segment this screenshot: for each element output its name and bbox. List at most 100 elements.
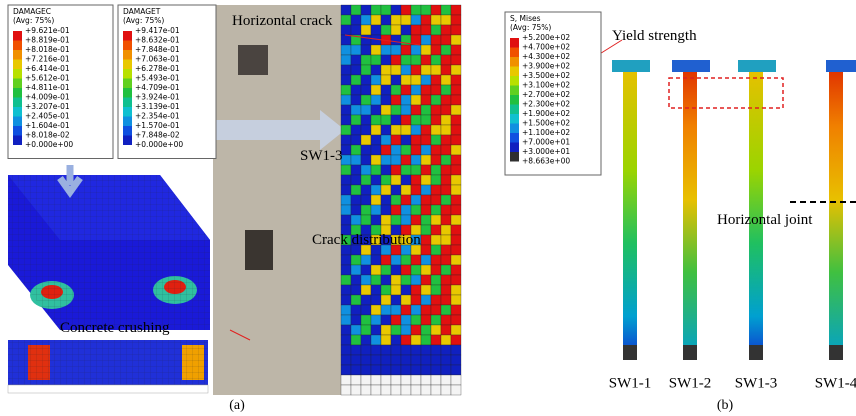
mesh-cell (371, 355, 381, 365)
legend-label: +7.000e+01 (522, 138, 570, 147)
mesh-cell (431, 345, 441, 355)
mesh-cell (401, 355, 411, 365)
mesh-cell (351, 55, 361, 65)
mesh-cell (361, 45, 371, 55)
fe-mesh (341, 5, 461, 395)
mesh-cell (421, 105, 431, 115)
mesh-cell (381, 65, 391, 75)
mesh-cell (351, 285, 361, 295)
mesh-cell (401, 145, 411, 155)
mesh-cell (451, 285, 461, 295)
legend-label: +4.709e-01 (135, 83, 180, 92)
legend-swatch (13, 60, 22, 70)
legend-swatch (510, 152, 519, 162)
mesh-cell (391, 365, 401, 375)
legend-label: +8.819e-01 (25, 36, 70, 45)
legend-label: +9.621e-01 (25, 26, 70, 35)
mesh-cell (431, 365, 441, 375)
mesh-cell (441, 95, 451, 105)
mesh-cell (431, 355, 441, 365)
mesh-cell (451, 255, 461, 265)
mesh-cell (381, 345, 391, 355)
legend-swatch (510, 48, 519, 58)
mesh-cell (451, 75, 461, 85)
legend-label: +7.848e-01 (135, 45, 180, 54)
mesh-cell (361, 355, 371, 365)
mesh-cell (341, 125, 351, 135)
mesh-cell (351, 295, 361, 305)
mesh-cell (441, 285, 451, 295)
mesh-cell (431, 185, 441, 195)
mesh-cell (431, 95, 441, 105)
mesh-cell (361, 85, 371, 95)
legend-swatch (510, 133, 519, 143)
mesh-cell (371, 5, 381, 15)
mesh-cell (411, 175, 421, 185)
mesh-cell (351, 145, 361, 155)
mesh-cell (451, 355, 461, 365)
mesh-cell (401, 345, 411, 355)
mesh-cell (411, 125, 421, 135)
mesh-cell (361, 265, 371, 275)
mesh-cell (421, 235, 431, 245)
mesh-cell (381, 305, 391, 315)
annotation: Concrete crushing (60, 320, 170, 336)
mesh-cell (441, 305, 451, 315)
legend-label: +2.354e-01 (135, 112, 180, 121)
photo (213, 5, 341, 395)
mesh-cell (351, 85, 361, 95)
mesh-cell (351, 75, 361, 85)
mesh-cell (351, 25, 361, 35)
mesh-cell (401, 55, 411, 65)
mesh-cell (361, 5, 371, 15)
mesh-cell (341, 295, 351, 305)
mesh-cell (411, 55, 421, 65)
mesh-cell (401, 275, 411, 285)
legend-label: +1.100e+02 (522, 128, 570, 137)
mesh-cell (421, 175, 431, 185)
mesh-cell (371, 385, 381, 395)
mesh-cell (341, 345, 351, 355)
mesh-cell (341, 15, 351, 25)
mesh-cell (371, 315, 381, 325)
mesh-cell (361, 15, 371, 25)
legend-subtitle: (Avg: 75%) (123, 16, 164, 25)
mesh-cell (341, 365, 351, 375)
mesh-cell (431, 205, 441, 215)
mesh-cell (391, 335, 401, 345)
mesh-cell (371, 275, 381, 285)
mesh-cell (421, 295, 431, 305)
mesh-cell (391, 95, 401, 105)
mesh-cell (391, 315, 401, 325)
mesh-cell (381, 285, 391, 295)
mesh-cell (391, 85, 401, 95)
mesh-cell (441, 385, 451, 395)
mesh-cell (421, 325, 431, 335)
legend-swatch (510, 38, 519, 48)
mesh-cell (341, 5, 351, 15)
mesh-cell (451, 145, 461, 155)
mesh-cell (441, 205, 451, 215)
mesh-cell (451, 265, 461, 275)
mesh-cell (381, 315, 391, 325)
mesh-cell (421, 45, 431, 55)
mesh-cell (421, 55, 431, 65)
legend-label: +5.200e+02 (522, 33, 570, 42)
mesh-cell (421, 75, 431, 85)
mesh-cell (431, 155, 441, 165)
mesh-cell (411, 25, 421, 35)
mesh-cell (361, 75, 371, 85)
mesh-cell (451, 175, 461, 185)
mesh-cell (341, 55, 351, 65)
mesh-cell (361, 325, 371, 335)
mesh-cell (451, 275, 461, 285)
mesh-cell (391, 25, 401, 35)
legend-label: +8.632e-01 (135, 36, 180, 45)
mesh-cell (451, 95, 461, 105)
mesh-cell (351, 165, 361, 175)
mesh-cell (381, 55, 391, 65)
mesh-cell (451, 225, 461, 235)
mesh-cell (431, 255, 441, 265)
mesh-cell (351, 45, 361, 55)
mesh-cell (371, 125, 381, 135)
